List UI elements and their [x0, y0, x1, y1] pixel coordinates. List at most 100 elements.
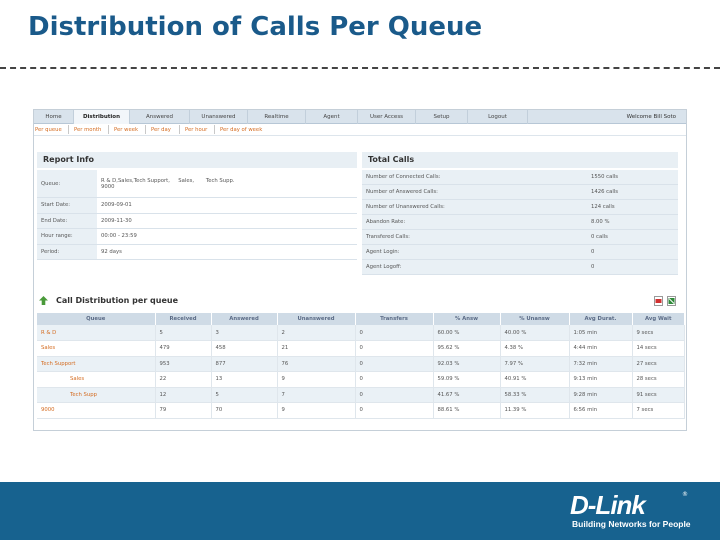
- table-row: R & D 5 3 2 0 60.00 % 40.00 % 1:05 min 9…: [37, 325, 685, 341]
- up-arrow-icon[interactable]: [39, 296, 48, 305]
- table-cell: 0: [355, 356, 434, 372]
- total-calls-value: 0: [587, 259, 678, 275]
- col-avg-duration[interactable]: Avg Durat.: [569, 313, 633, 325]
- table-cell: 4:44 min: [569, 340, 633, 357]
- subnav-separator: [179, 125, 180, 134]
- table-cell: 9: [277, 371, 356, 388]
- distribution-header: Call Distribution per queue: [34, 292, 686, 310]
- total-calls-title: Total Calls: [362, 152, 678, 168]
- total-calls-label: Number of Unanswered Calls:: [362, 199, 587, 215]
- queue-link[interactable]: R & D: [37, 325, 156, 341]
- tab-distribution[interactable]: Distribution: [74, 110, 130, 124]
- table-cell: 953: [155, 356, 212, 372]
- table-cell: 13: [211, 371, 278, 388]
- report-info-value: 92 days: [97, 243, 357, 260]
- report-info-value: 00:00 - 23:59: [97, 228, 357, 245]
- subnav-per-hour[interactable]: Per hour: [185, 127, 208, 133]
- subnav-separator: [214, 125, 215, 134]
- queue-link[interactable]: 9000: [37, 402, 156, 419]
- report-info-label: End Date:: [37, 212, 97, 229]
- report-info-title: Report Info: [37, 152, 357, 168]
- total-calls-label: Agent Logoff:: [362, 259, 587, 275]
- queue-link[interactable]: Tech Supp: [37, 387, 156, 403]
- table-cell: 7 secs: [632, 402, 685, 419]
- total-calls-value: 1426 calls: [587, 184, 678, 200]
- total-calls-row: Number of Unanswered Calls: 124 calls: [362, 199, 678, 215]
- total-calls-label: Number of Connected Calls:: [362, 169, 587, 185]
- queue-link[interactable]: Tech Support: [37, 356, 156, 372]
- subnav-per-day[interactable]: Per day: [151, 127, 171, 133]
- table-row: Sales 22 13 9 0 59.09 % 40.91 % 9:13 min…: [37, 371, 685, 388]
- subnav-per-day-of-week[interactable]: Per day of week: [220, 127, 263, 133]
- table-cell: 11.39 %: [500, 402, 570, 419]
- table-cell: 1:05 min: [569, 325, 633, 341]
- col-percent-unanswered[interactable]: % Unansw: [500, 313, 570, 325]
- table-cell: 9 secs: [632, 325, 685, 341]
- col-received[interactable]: Received: [155, 313, 212, 325]
- total-calls-row: Number of Answered Calls: 1426 calls: [362, 184, 678, 200]
- dlink-logo: D-Link ® Building Networks for People: [570, 490, 696, 532]
- total-calls-value: 124 calls: [587, 199, 678, 215]
- tab-logout[interactable]: Logout: [468, 110, 528, 124]
- col-avg-wait[interactable]: Avg Wait: [632, 313, 685, 325]
- table-cell: 12: [155, 387, 212, 403]
- total-calls-row: Number of Connected Calls: 1550 calls: [362, 169, 678, 185]
- total-calls-value: 8.00 %: [587, 214, 678, 230]
- report-info-value: 2009-11-30: [97, 212, 357, 229]
- table-cell: 0: [355, 402, 434, 419]
- total-calls-value: 0 calls: [587, 229, 678, 245]
- slide-title: Distribution of Calls Per Queue: [28, 12, 483, 42]
- table-cell: 28 secs: [632, 371, 685, 388]
- table-cell: 9: [277, 402, 356, 419]
- registered-mark: ®: [682, 491, 688, 498]
- table-cell: 59.09 %: [433, 371, 501, 388]
- table-cell: 40.00 %: [500, 325, 570, 341]
- queue-link[interactable]: Sales: [37, 340, 156, 357]
- tab-unanswered[interactable]: Unanswered: [190, 110, 248, 124]
- tab-user-access[interactable]: User Access: [358, 110, 416, 124]
- report-info-row: Queue: R & D,Sales,Tech Support, Sales, …: [37, 169, 357, 198]
- total-calls-row: Agent Logoff: 0: [362, 259, 678, 275]
- subnav-separator: [145, 125, 146, 134]
- tab-setup[interactable]: Setup: [416, 110, 468, 124]
- excel-icon[interactable]: [667, 296, 676, 306]
- total-calls-row: Abandon Rate: 8.00 %: [362, 214, 678, 230]
- total-calls-label: Abandon Rate:: [362, 214, 587, 230]
- total-calls-label: Agent Login:: [362, 244, 587, 260]
- table-cell: 2: [277, 325, 356, 341]
- table-cell: 9:28 min: [569, 387, 633, 403]
- subnav-per-queue[interactable]: Per queue: [35, 127, 62, 133]
- table-cell: 60.00 %: [433, 325, 501, 341]
- col-percent-answered[interactable]: % Answ: [433, 313, 501, 325]
- subnav-per-month[interactable]: Per month: [74, 127, 102, 133]
- tab-realtime[interactable]: Realtime: [248, 110, 306, 124]
- table-cell: 0: [355, 325, 434, 341]
- logo-wordmark: D-Link: [570, 490, 646, 520]
- subnav-per-week[interactable]: Per week: [114, 127, 139, 133]
- report-info-row: Hour range: 00:00 - 23:59: [37, 228, 357, 245]
- queue-list-extra: 9000: [101, 183, 115, 190]
- total-calls-row: Transfered Calls: 0 calls: [362, 229, 678, 245]
- queue-link[interactable]: Sales: [37, 371, 156, 388]
- report-info-value: R & D,Sales,Tech Support, Sales, Tech Su…: [97, 169, 357, 198]
- total-calls-value: 0: [587, 244, 678, 260]
- footer-bar: [0, 482, 720, 540]
- table-cell: 70: [211, 402, 278, 419]
- tab-agent[interactable]: Agent: [306, 110, 358, 124]
- table-cell: 479: [155, 340, 212, 357]
- table-cell: 0: [355, 387, 434, 403]
- table-cell: 5: [155, 325, 212, 341]
- col-transfers[interactable]: Transfers: [355, 313, 434, 325]
- table-cell: 21: [277, 340, 356, 357]
- tab-answered[interactable]: Answered: [130, 110, 190, 124]
- report-info-label: Start Date:: [37, 197, 97, 214]
- col-answered[interactable]: Answered: [211, 313, 278, 325]
- col-queue[interactable]: Queue: [37, 313, 156, 325]
- col-unanswered[interactable]: Unanswered: [277, 313, 356, 325]
- table-cell: 458: [211, 340, 278, 357]
- tab-home[interactable]: Home: [34, 110, 74, 124]
- table-cell: 79: [155, 402, 212, 419]
- table-cell: 877: [211, 356, 278, 372]
- table-cell: 3: [211, 325, 278, 341]
- pdf-icon[interactable]: [654, 296, 663, 306]
